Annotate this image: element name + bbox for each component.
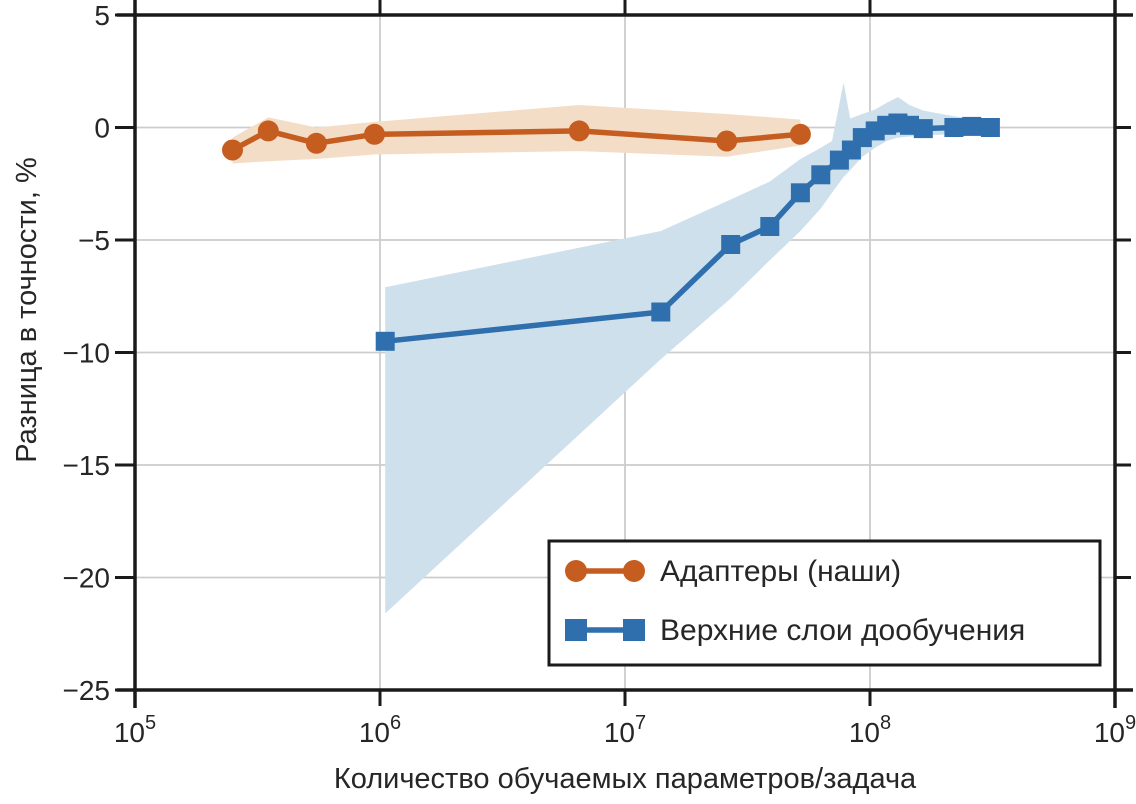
x-tick-label: 107: [604, 712, 646, 748]
band-top-layers: [385, 82, 991, 614]
series-lines: [222, 113, 1000, 351]
legend-entry-top-layers: Верхние слои дообучения: [565, 614, 1025, 647]
y-tick-label: −25: [63, 675, 111, 706]
marker-top-layers: [651, 302, 671, 322]
marker-adapters: [364, 123, 385, 145]
marker-adapters: [568, 120, 590, 142]
legend-marker-top-layers-left: [565, 619, 587, 641]
legend-label-adapters: Адаптеры (наши): [660, 555, 901, 588]
marker-top-layers: [375, 331, 395, 351]
marker-top-layers: [811, 165, 831, 185]
y-axis-title: Разница в точности, %: [11, 157, 43, 463]
legend: Адаптеры (наши) Верхние слои дообучения: [547, 539, 1102, 667]
axes-frame: [115, 0, 1133, 708]
tick-labels: 105 106 107 108 109 5 0 −5 −10 −15 −20 −25: [63, 0, 1136, 748]
marker-adapters: [305, 132, 327, 154]
legend-entry-adapters: Адаптеры (наши): [565, 555, 901, 588]
marker-adapters: [789, 123, 811, 145]
confidence-bands: [232, 82, 991, 614]
marker-top-layers: [944, 118, 964, 137]
y-tick-label: 0: [94, 113, 110, 144]
legend-label-top-layers: Верхние слои дообучения: [660, 614, 1025, 647]
x-axis-title: Количество обучаемых параметров/задача: [334, 763, 917, 795]
marker-adapters: [257, 120, 279, 142]
x-tick-label: 109: [1094, 712, 1136, 748]
y-tick-label: −15: [63, 450, 111, 481]
marker-top-layers: [913, 119, 933, 139]
y-tick-label: −5: [78, 225, 110, 256]
marker-top-layers: [790, 183, 810, 203]
marker-top-layers: [962, 116, 982, 136]
legend-marker-top-layers-right: [623, 619, 645, 641]
x-tick-label: 105: [114, 712, 156, 748]
x-tick-label: 108: [849, 712, 891, 748]
legend-box: [547, 539, 1102, 667]
y-tick-label: −10: [63, 338, 111, 369]
legend-marker-adapters-left: [565, 560, 587, 582]
legend-marker-adapters-right: [623, 560, 645, 582]
marker-top-layers: [760, 217, 780, 236]
marker-top-layers: [721, 235, 741, 254]
marker-top-layers: [980, 118, 1000, 137]
marker-adapters: [222, 139, 243, 161]
x-tick-label: 106: [359, 712, 401, 748]
y-tick-label: 5: [94, 0, 110, 31]
marker-adapters: [716, 130, 738, 152]
y-tick-label: −20: [63, 563, 111, 594]
